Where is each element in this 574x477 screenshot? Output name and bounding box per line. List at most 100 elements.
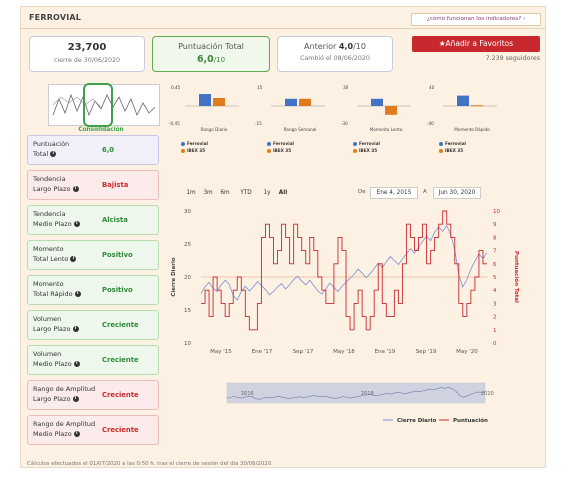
indicator-line1: Momento [33, 280, 64, 288]
main-panel: FERROVIAL ¿cómo funcionan los indicadore… [20, 6, 546, 468]
y-axis-label: Cierre Diario [171, 257, 177, 296]
mini-legend-b: IBEX 35 [439, 148, 463, 153]
indicator-line1: Puntuación [33, 140, 70, 148]
mini-top: 40 [429, 85, 435, 90]
indicator-name: Volumen Largo Plazo i [33, 314, 79, 334]
legend-dot [439, 142, 443, 146]
indicator-card[interactable]: Volumen Medio Plazo i Creciente [27, 345, 159, 375]
indicator-line1: Rango de Amplitud [33, 385, 96, 393]
indicator-line2: Total [33, 150, 49, 158]
y2-tick-label: 2 [493, 315, 497, 321]
mini-bars [443, 95, 497, 107]
indicator-card[interactable]: Puntuación Total i 6,0 [27, 135, 159, 165]
y-tick-label: 30 [184, 209, 191, 215]
indicator-card[interactable]: Rango de Amplitud Largo Plazo i Creciente [27, 380, 159, 410]
legend-text: IBEX 35 [445, 148, 464, 153]
range-button[interactable]: 3m [203, 190, 213, 196]
info-icon[interactable]: i [74, 291, 81, 297]
mini-bar-ibex [299, 98, 311, 106]
indicator-line1: Momento [33, 245, 64, 253]
indicator-card[interactable]: Rango de Amplitud Medio Plazo i Creciente [27, 415, 159, 445]
legend-dot [267, 149, 271, 153]
indicator-card[interactable]: Tendencia Medio Plazo i Alcista [27, 205, 159, 235]
range-button[interactable]: All [278, 190, 288, 196]
info-icon[interactable]: i [73, 431, 80, 437]
legend-dot [353, 149, 357, 153]
legend-text: Ferrovial [359, 141, 380, 146]
y2-tick-label: 6 [493, 262, 497, 268]
navigator-selection [227, 383, 485, 403]
mini-bottom: -15 [255, 121, 262, 126]
mini-legend-b: IBEX 35 [267, 148, 291, 153]
mini-bars [185, 94, 239, 107]
indicator-card[interactable]: Volumen Largo Plazo i Creciente [27, 310, 159, 340]
score-label: Puntuación Total [178, 42, 244, 51]
y2-tick-label: 1 [493, 328, 497, 334]
mini-top: 30 [343, 85, 349, 90]
indicator-line1: Rango de Amplitud [33, 420, 96, 428]
mini-legend-b: IBEX 35 [181, 148, 205, 153]
previous-score-card: Anterior 4,0/10 Cambió el 08/06/2020 [277, 36, 393, 72]
help-link-label: ¿cómo funcionan los indicadores? [426, 16, 522, 22]
legend-text: Ferrovial [273, 141, 294, 146]
indicator-name: Tendencia Largo Plazo i [33, 174, 79, 194]
score-value: 6,0/10 [153, 54, 269, 65]
info-icon[interactable]: i [72, 396, 79, 402]
info-icon[interactable]: i [50, 151, 57, 157]
from-label: De [358, 189, 366, 195]
info-icon[interactable]: i [72, 326, 79, 332]
indicator-card[interactable]: Momento Total Lento i Positivo [27, 240, 159, 270]
divider [21, 28, 545, 29]
add-favorites-button[interactable]: ★Añadir a Favoritos [412, 36, 540, 52]
price-line [200, 224, 488, 301]
y-tick-label: 20 [184, 275, 191, 281]
info-icon[interactable]: i [72, 186, 79, 192]
mini-chart: 30 -30 Momento Lento Ferrovial IBEX 35 [341, 85, 425, 155]
price-date: cierre de 30/06/2020 [53, 57, 121, 64]
indicator-value: Bajista [102, 181, 129, 189]
range-button[interactable]: YTD [240, 190, 252, 196]
star-icon: ★ [438, 39, 446, 48]
to-date-input[interactable]: Jun 30, 2020 [433, 187, 481, 199]
legend-dot [181, 142, 185, 146]
info-icon[interactable]: i [73, 221, 80, 227]
indicator-line2: Medio Plazo [33, 430, 72, 438]
indicator-card[interactable]: Momento Total Rápido i Positivo [27, 275, 159, 305]
y-tick-label: 25 [184, 242, 191, 248]
score-number: 6,0 [196, 54, 214, 65]
mini-bars [271, 98, 325, 107]
y2-tick-label: 3 [493, 301, 497, 307]
add-favorites-label: Añadir a Favoritos [445, 39, 514, 48]
range-button[interactable]: 1y [263, 190, 271, 196]
indicator-line2: Total Rápido [33, 290, 73, 298]
mini-bars [357, 98, 411, 115]
price-card: 23,700 cierre de 30/06/2020 [29, 36, 145, 72]
legend-text: IBEX 35 [359, 148, 378, 153]
pattern-selection [83, 83, 113, 127]
legend-text: IBEX 35 [187, 148, 206, 153]
from-date-input[interactable]: Ene 4, 2015 [370, 187, 418, 199]
indicator-value: 6,0 [102, 146, 115, 154]
range-button[interactable]: 6m [220, 190, 230, 196]
range-button[interactable]: 1m [186, 190, 196, 196]
pattern-label: Consolidación [78, 127, 124, 133]
x-tick-label: Ene '19 [375, 349, 396, 355]
mini-bar-ibex [213, 98, 225, 106]
indicator-line2: Largo Plazo [33, 395, 71, 403]
mini-bar-ibex [385, 106, 397, 115]
score-line [201, 210, 487, 331]
page-title: FERROVIAL [29, 13, 82, 22]
help-link[interactable]: ¿cómo funcionan los indicadores? › [411, 13, 541, 26]
indicator-card[interactable]: Tendencia Largo Plazo i Bajista [27, 170, 159, 200]
score-card: Puntuación Total 6,0/10 [152, 36, 270, 72]
info-icon[interactable]: i [73, 361, 80, 367]
y2-tick-label: 4 [493, 288, 497, 294]
mini-legend-a: Ferrovial [181, 141, 208, 146]
indicator-value: Creciente [102, 426, 139, 434]
info-icon[interactable]: i [70, 256, 77, 262]
x-tick-label: May '15 [210, 349, 232, 355]
mini-bottom: -30 [341, 121, 348, 126]
y2-tick-label: 8 [493, 235, 497, 241]
followers-count: 7.239 seguidores [485, 55, 540, 62]
navigator-label: 2016 [241, 391, 254, 397]
